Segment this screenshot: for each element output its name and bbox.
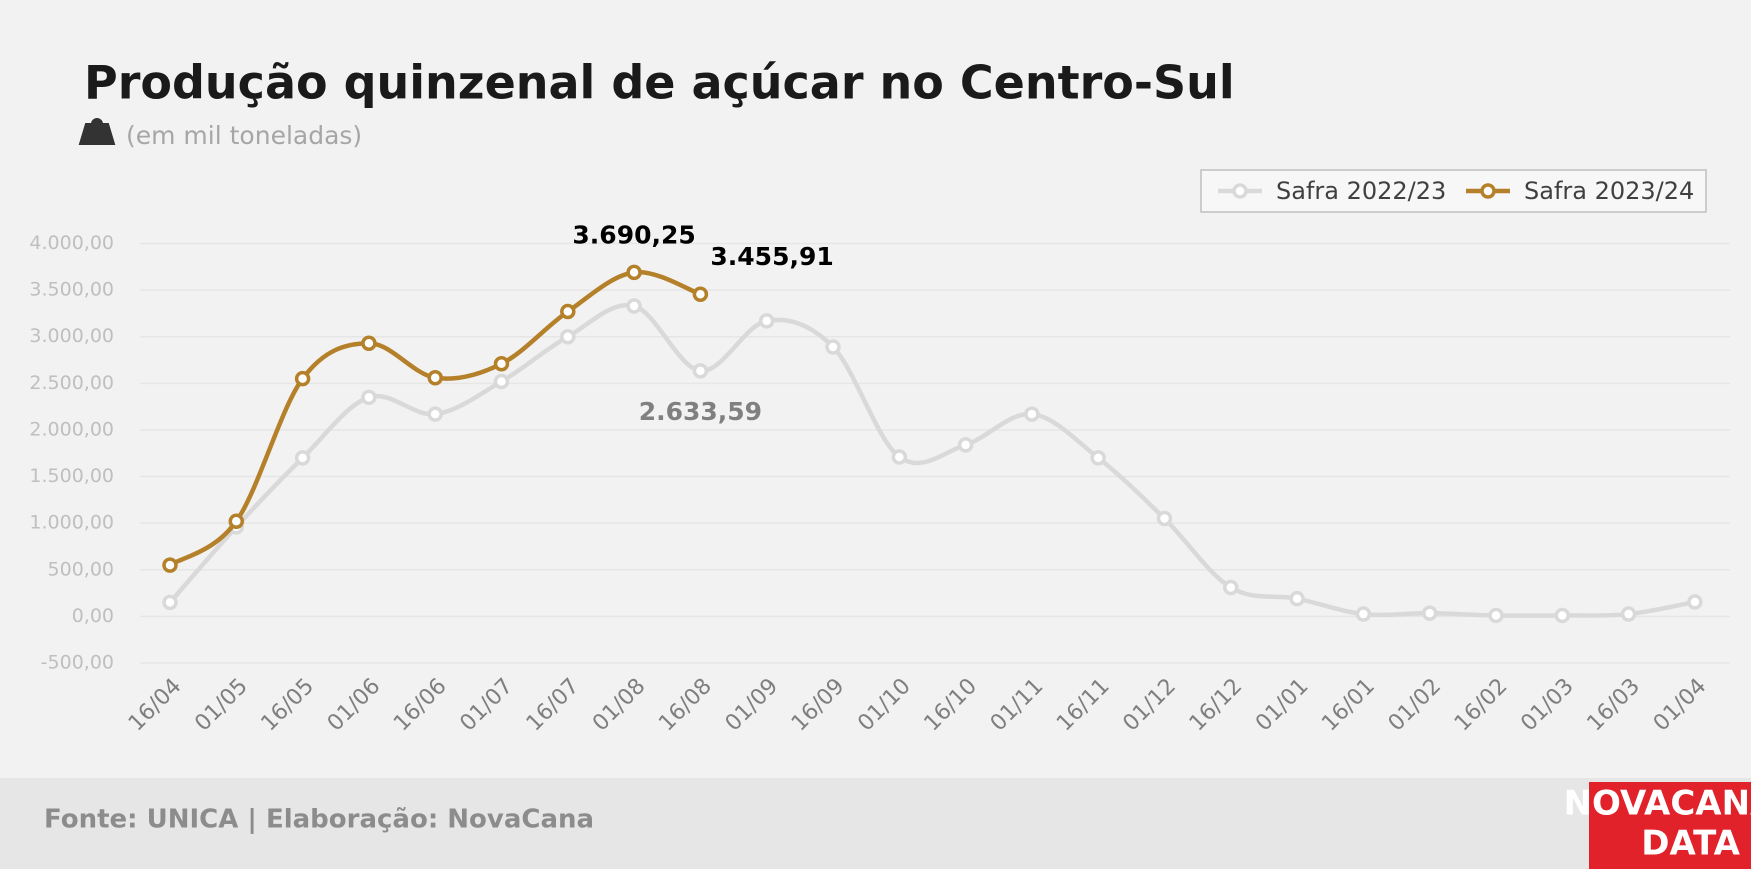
x-tick-label: 01/07 (455, 674, 518, 737)
x-tick-label: 01/09 (721, 674, 784, 737)
x-tick-label: 16/08 (654, 674, 717, 737)
legend-marker (1480, 183, 1496, 199)
legend-label: Safra 2022/23 (1276, 177, 1446, 205)
legend (1200, 169, 1707, 213)
point (957, 437, 974, 453)
point (361, 335, 377, 351)
x-tick-label: 16/04 (124, 674, 187, 737)
point (1554, 607, 1571, 624)
point (560, 328, 576, 345)
point (626, 264, 642, 281)
point (427, 369, 443, 386)
data-label: 3.455,91 (710, 242, 833, 271)
x-tick-label: 16/03 (1583, 674, 1646, 737)
chart-title: Produção quinzenal de açúcar no Centro-S… (84, 56, 1235, 110)
point (1223, 579, 1239, 596)
point (1289, 590, 1305, 607)
chart-subtitle: (em mil toneladas) (126, 121, 362, 150)
x-tick-label: 16/01 (1317, 674, 1380, 737)
logo-text: NOVACANA (1564, 784, 1751, 824)
point (891, 449, 908, 465)
point (1355, 606, 1372, 622)
y-tick-label: 3.000,00 (29, 325, 114, 347)
point (228, 513, 245, 530)
point (162, 557, 178, 573)
point (294, 370, 311, 387)
y-tick-label: 1.500,00 (29, 465, 114, 487)
data-label: 3.690,25 (572, 220, 695, 249)
point (1024, 406, 1040, 422)
legend-label: Safra 2023/24 (1524, 177, 1694, 205)
x-tick-label: 16/12 (1185, 674, 1248, 737)
x-tick-label: 01/06 (323, 674, 386, 737)
point (1090, 450, 1106, 466)
y-tick-label: 2.000,00 (29, 418, 114, 440)
x-tick-label: 01/04 (1649, 674, 1712, 737)
point (692, 286, 709, 302)
point (626, 298, 642, 314)
y-tick-label: 1.000,00 (29, 512, 114, 534)
y-tick-label: 3.500,00 (29, 279, 114, 301)
logo-text: DATA (1641, 824, 1740, 864)
x-tick-label: 01/05 (190, 674, 253, 737)
source: Fonte: UNICA | Elaboração: NovaCana (44, 805, 594, 835)
y-tick-label: 2.500,00 (29, 372, 114, 394)
point (361, 389, 377, 406)
logo-box (1589, 782, 1751, 869)
point (427, 406, 443, 422)
x-tick-label: 01/08 (588, 674, 651, 737)
point (493, 356, 510, 372)
point (1620, 606, 1637, 622)
x-tick-label: 16/02 (1450, 674, 1513, 737)
y-tick-label: 0,00 (72, 605, 114, 627)
y-tick-label: -500,00 (41, 652, 114, 674)
x-tick-label: 16/07 (522, 674, 585, 737)
y-tick-label: 500,00 (48, 558, 114, 580)
data-label: 2.633,59 (639, 397, 762, 426)
point (493, 373, 510, 390)
point (162, 594, 178, 611)
series-line (168, 269, 702, 568)
y-tick-label: 4.000,00 (29, 232, 114, 254)
weight-icon (78, 118, 116, 145)
point (560, 303, 576, 320)
legend-marker (1232, 183, 1248, 199)
point (294, 450, 311, 466)
x-tick-label: 01/12 (1118, 674, 1181, 737)
x-tick-label: 01/02 (1384, 674, 1447, 737)
point (825, 339, 841, 355)
x-tick-label: 01/01 (1251, 674, 1314, 737)
x-tick-label: 16/09 (787, 674, 850, 737)
x-tick-label: 01/11 (986, 674, 1049, 737)
point (1488, 607, 1504, 624)
x-tick-label: 16/05 (257, 674, 320, 737)
point (692, 363, 709, 379)
footer-band (0, 778, 1751, 869)
x-tick-label: 16/10 (920, 674, 983, 737)
point (758, 313, 775, 329)
x-tick-label: 01/03 (1516, 674, 1579, 737)
point (1687, 594, 1703, 610)
x-tick-label: 01/10 (853, 674, 916, 737)
point (1156, 510, 1173, 527)
x-tick-label: 16/06 (389, 674, 452, 737)
point (1421, 605, 1438, 621)
x-tick-label: 16/11 (1052, 674, 1115, 737)
